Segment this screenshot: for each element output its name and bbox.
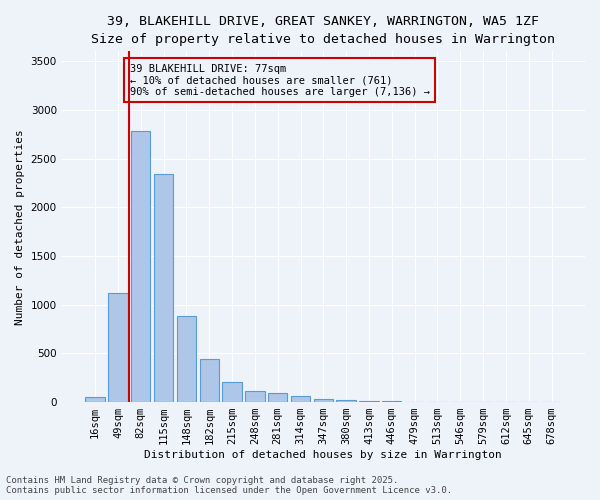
Y-axis label: Number of detached properties: Number of detached properties <box>15 129 25 324</box>
Bar <box>223 382 242 402</box>
Bar <box>337 400 356 402</box>
Bar <box>85 397 105 402</box>
Bar <box>131 131 151 402</box>
X-axis label: Distribution of detached houses by size in Warrington: Distribution of detached houses by size … <box>145 450 502 460</box>
Title: 39, BLAKEHILL DRIVE, GREAT SANKEY, WARRINGTON, WA5 1ZF
Size of property relative: 39, BLAKEHILL DRIVE, GREAT SANKEY, WARRI… <box>91 15 556 46</box>
Bar <box>200 359 219 402</box>
Text: Contains HM Land Registry data © Crown copyright and database right 2025.
Contai: Contains HM Land Registry data © Crown c… <box>6 476 452 495</box>
Bar <box>245 392 265 402</box>
Bar <box>108 293 128 402</box>
Bar <box>314 398 333 402</box>
Bar <box>359 400 379 402</box>
Bar <box>291 396 310 402</box>
Bar <box>154 174 173 402</box>
Text: 39 BLAKEHILL DRIVE: 77sqm
← 10% of detached houses are smaller (761)
90% of semi: 39 BLAKEHILL DRIVE: 77sqm ← 10% of detac… <box>130 64 430 97</box>
Bar <box>177 316 196 402</box>
Bar <box>268 394 287 402</box>
